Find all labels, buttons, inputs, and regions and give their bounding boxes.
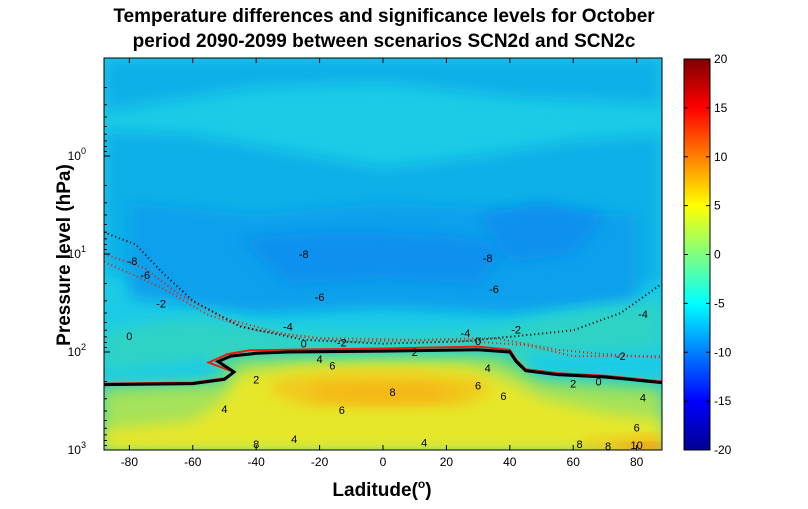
contour-label: 0: [475, 336, 481, 348]
contour-label: -4: [461, 328, 471, 340]
x-tick-label: -60: [184, 455, 202, 469]
contour-label: 6: [500, 391, 506, 403]
field-cold-core: [240, 232, 510, 284]
colorbar-gradient: [683, 58, 711, 451]
contour-label: -6: [489, 284, 499, 296]
y-tick-label: 102: [68, 342, 86, 359]
contour-label: 8: [577, 439, 583, 451]
x-tick-label: 80: [630, 455, 644, 469]
colorbar-ticks: 20 15 10 5 0 -5 -10 -15 -20: [684, 52, 732, 457]
colorbar-tick-label: 15: [714, 101, 728, 115]
colorbar-tick-label: -5: [714, 296, 725, 310]
field-hottest-surface: [620, 443, 662, 450]
y-axis-label: Pressure level (hPa): [54, 164, 75, 346]
contour-label: -4: [638, 309, 648, 321]
chart-title-line-2: period 2090-2099 between scenarios SCN2d…: [133, 31, 636, 52]
colorbar-tick-label: -10: [714, 345, 732, 359]
colorbar-tick-label: -20: [714, 443, 732, 457]
colorbar-tick-label: 0: [714, 248, 721, 262]
contour-label: -6: [315, 292, 325, 304]
contour-label: 2: [253, 375, 259, 387]
chart-title-line-1: Temperature differences and significance…: [113, 6, 655, 27]
zero-contour-black: [104, 348, 662, 387]
x-tick-label: 40: [503, 455, 517, 469]
contour-label: 4: [291, 434, 297, 446]
colorbar-tick-label: -15: [714, 394, 732, 408]
contour-label: 4: [640, 393, 646, 405]
contour-label: 2: [570, 378, 576, 390]
x-tick-label: 20: [440, 455, 454, 469]
field-top-band: [104, 58, 662, 112]
contour-label: 4: [221, 404, 227, 416]
colorbar-tick-label: 10: [714, 150, 728, 164]
contour-label: 8: [389, 387, 395, 399]
contour-label: 0: [126, 331, 132, 343]
contour-label: 0: [301, 339, 307, 351]
contour-label: 6: [634, 423, 640, 435]
y-tick-label: 103: [68, 440, 86, 457]
y-axis: 100 101 102 103: [68, 87, 110, 457]
colorbar-tick-label: 20: [714, 52, 728, 66]
contour-label: 0: [596, 377, 602, 389]
contour-label: 8: [253, 439, 259, 451]
contour-label: -2: [337, 338, 347, 350]
contour-label: 6: [475, 380, 481, 392]
contour-label: 6: [329, 360, 335, 372]
colorbar: 20 15 10 5 0 -5 -10 -15 -20: [683, 52, 732, 457]
x-tick-label: -80: [121, 455, 139, 469]
x-axis: -80 -60 -40 -20 0 20 40 60 80: [121, 58, 644, 469]
field-hot-core: [313, 383, 463, 403]
x-tick-label: 60: [567, 455, 581, 469]
x-tick-label: -40: [248, 455, 266, 469]
contour-label: -8: [299, 249, 309, 261]
x-axis-label: Laditude(o): [332, 477, 431, 501]
contour-label: -2: [156, 298, 166, 310]
contour-label: -8: [483, 253, 493, 265]
temperature-field: [104, 58, 662, 450]
contour-lines: [104, 231, 662, 387]
x-tick-label: -20: [311, 455, 329, 469]
colorbar-tick-label: 5: [714, 199, 721, 213]
x-tick-label: 0: [380, 455, 387, 469]
contour-label: 6: [339, 405, 345, 417]
contour-label: 2: [412, 347, 418, 359]
contour-label: 4: [421, 437, 427, 449]
contour-label: -2: [511, 325, 521, 337]
contour-label: 4: [485, 363, 491, 375]
field-cold-core-north: [478, 202, 605, 262]
y-tick-label: 101: [68, 244, 86, 261]
dotted-contour-1: [104, 231, 662, 345]
contour-label: -6: [140, 270, 150, 282]
contour-label: -2: [616, 351, 626, 363]
contour-label: 4: [317, 354, 323, 366]
contour-label: 8: [605, 441, 611, 453]
contour-label: -4: [283, 321, 293, 333]
y-tick-label: 100: [68, 146, 86, 163]
contour-label: -8: [128, 256, 138, 268]
